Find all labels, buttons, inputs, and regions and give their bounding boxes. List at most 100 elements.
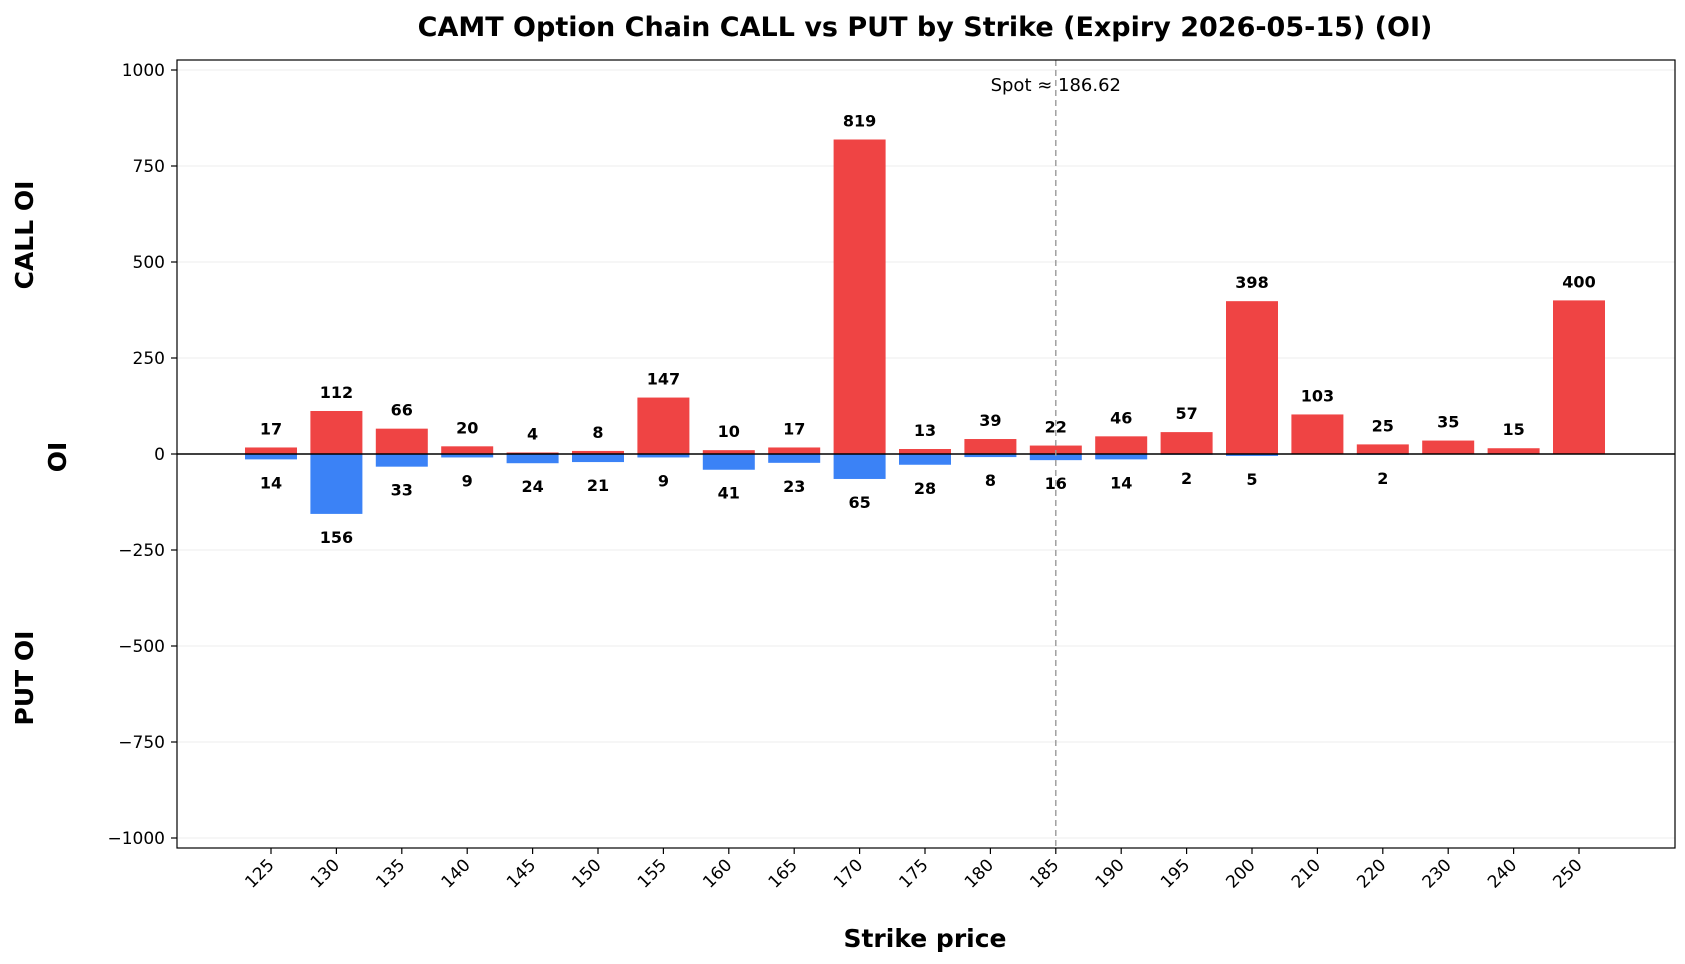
call-value-label: 17: [260, 419, 282, 438]
call-bar: [1291, 414, 1344, 454]
put-value-label: 14: [260, 473, 282, 492]
call-value-label: 13: [914, 421, 936, 440]
call-value-label: 25: [1372, 416, 1394, 435]
call-value-label: 10: [718, 422, 740, 441]
x-tick-label: 130: [307, 855, 344, 892]
x-tick-label: 180: [961, 855, 998, 892]
call-bar: [1487, 448, 1540, 454]
y-tick-label: 1000: [122, 61, 165, 81]
y-tick-label: −750: [118, 733, 165, 753]
y-axis-title: OI: [43, 442, 72, 473]
y-tick-label: 250: [133, 349, 165, 369]
x-tick-label: 125: [241, 855, 278, 892]
call-value-label: 15: [1502, 420, 1524, 439]
call-value-label: 57: [1175, 404, 1197, 423]
call-bar: [1553, 300, 1605, 454]
put-value-label: 2: [1377, 469, 1388, 488]
put-value-label: 41: [718, 484, 740, 503]
call-bar: [768, 447, 821, 454]
put-value-label: 33: [391, 481, 413, 500]
call-value-label: 22: [1045, 418, 1067, 437]
put-value-label: 23: [783, 477, 805, 496]
call-value-label: 819: [843, 112, 876, 131]
x-tick-label: 220: [1353, 855, 1390, 892]
x-tick-label: 185: [1026, 855, 1063, 892]
call-bar: [1095, 436, 1148, 454]
put-value-label: 21: [587, 476, 609, 495]
put-bar: [1226, 454, 1278, 456]
call-oi-side-label: CALL OI: [10, 181, 39, 290]
x-tick-label: 175: [895, 855, 932, 892]
put-value-label: 5: [1246, 470, 1257, 489]
x-tick-label: 250: [1549, 855, 1586, 892]
y-tick-label: −1000: [107, 829, 165, 849]
put-value-label: 9: [462, 471, 473, 490]
x-tick-label: 190: [1092, 855, 1129, 892]
call-value-label: 39: [979, 411, 1001, 430]
call-value-label: 398: [1235, 273, 1268, 292]
put-bar: [1095, 454, 1148, 460]
call-bar: [1226, 301, 1278, 454]
put-bar: [572, 454, 624, 463]
put-bar: [899, 454, 951, 465]
put-bar: [637, 454, 690, 458]
x-tick-label: 200: [1222, 855, 1259, 892]
put-value-label: 9: [658, 471, 669, 490]
put-value-label: 2: [1181, 469, 1192, 488]
x-tick-label: 195: [1157, 855, 1194, 892]
x-tick-label: 145: [503, 855, 540, 892]
x-tick-label: 150: [568, 855, 605, 892]
x-tick-label: 160: [699, 855, 736, 892]
put-bar: [506, 454, 559, 464]
call-value-label: 400: [1562, 272, 1595, 291]
call-value-label: 66: [391, 401, 413, 420]
y-tick-label: 750: [133, 157, 165, 177]
put-bar: [245, 454, 297, 460]
x-tick-label: 170: [830, 855, 867, 892]
call-value-label: 112: [320, 383, 353, 402]
x-tick-label: 140: [438, 855, 475, 892]
put-bar: [964, 454, 1017, 458]
call-bar: [964, 439, 1017, 454]
put-bar: [702, 454, 755, 470]
call-value-label: 8: [592, 423, 603, 442]
call-bar: [375, 428, 428, 454]
x-tick-label: 210: [1288, 855, 1325, 892]
x-tick-label: 155: [634, 855, 671, 892]
call-bar: [310, 410, 363, 454]
spot-label: Spot ≈ 186.62: [991, 75, 1121, 96]
put-bar: [310, 454, 363, 514]
x-axis-title: Strike price: [843, 924, 1006, 953]
x-tick-label: 240: [1484, 855, 1521, 892]
y-tick-label: 0: [154, 445, 165, 465]
call-value-label: 46: [1110, 408, 1132, 427]
put-bar: [375, 454, 428, 467]
put-bar: [1029, 454, 1082, 461]
call-value-label: 103: [1301, 386, 1334, 405]
put-value-label: 65: [848, 493, 870, 512]
call-bar: [441, 446, 494, 454]
call-value-label: 17: [783, 419, 805, 438]
y-tick-label: 500: [133, 253, 165, 273]
put-bar: [768, 454, 821, 463]
call-bar: [899, 449, 951, 454]
x-tick-label: 135: [372, 855, 409, 892]
call-bar: [1029, 445, 1082, 454]
call-bar: [572, 450, 624, 454]
call-value-label: 147: [647, 370, 680, 389]
put-value-label: 28: [914, 479, 936, 498]
call-bar: [1160, 432, 1213, 454]
call-bar: [1422, 440, 1475, 454]
call-value-label: 4: [527, 424, 538, 443]
x-tick-label: 230: [1419, 855, 1456, 892]
call-bar: [833, 139, 886, 454]
y-tick-label: −500: [118, 637, 165, 657]
call-bar: [245, 447, 297, 454]
plot-area: 1714112156663320942482114791041172381965…: [107, 59, 1676, 892]
call-bar: [637, 397, 690, 454]
call-bar: [702, 450, 755, 454]
y-tick-label: −250: [118, 541, 165, 561]
chart-title: CAMT Option Chain CALL vs PUT by Strike …: [418, 12, 1433, 43]
put-bar: [833, 454, 886, 479]
